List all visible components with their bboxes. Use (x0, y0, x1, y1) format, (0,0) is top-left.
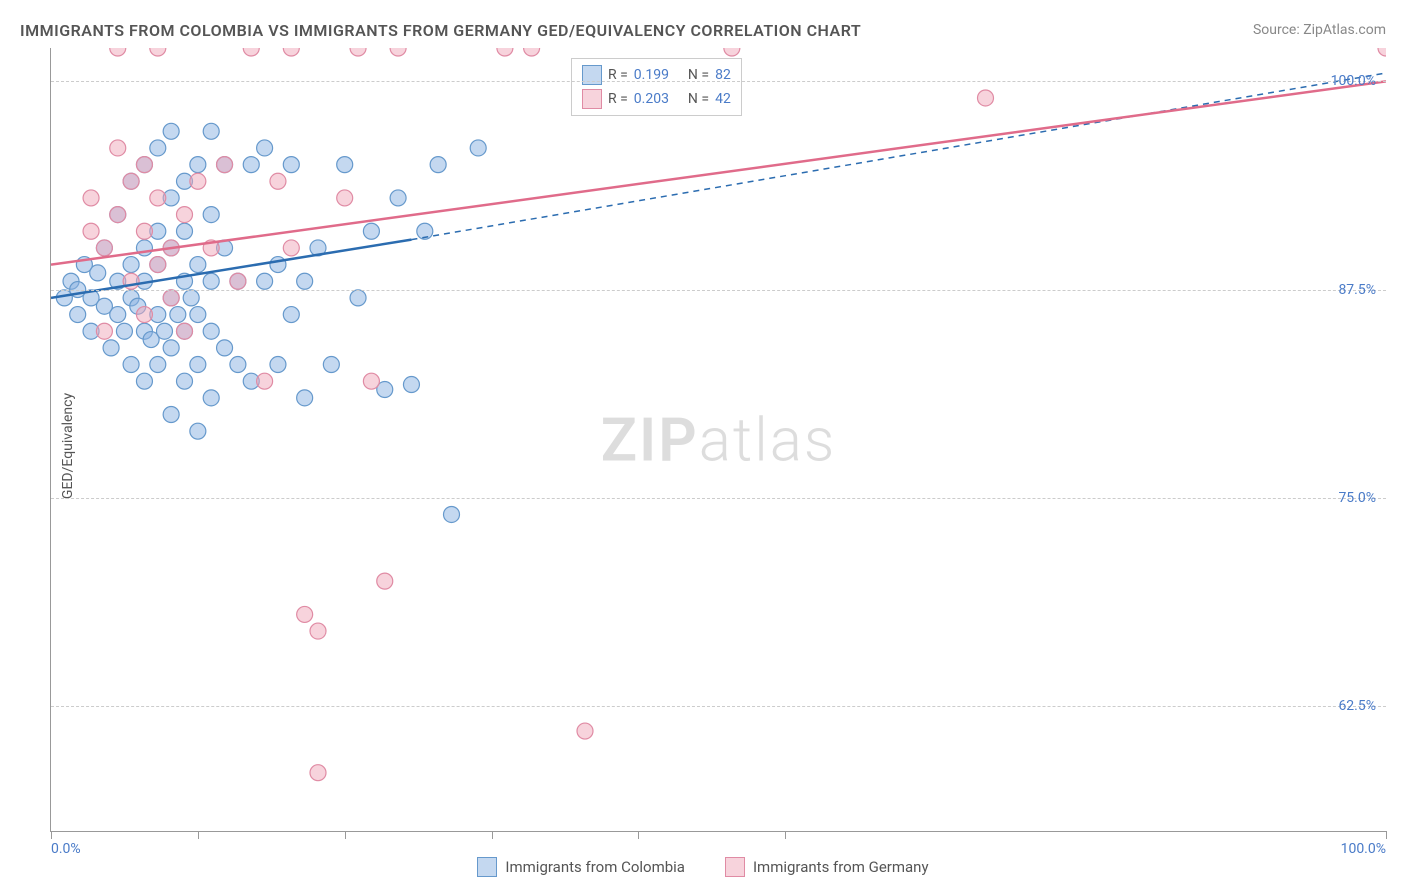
x-tick (492, 831, 493, 839)
y-tick-label: 62.5% (1338, 698, 1376, 714)
x-tick-label: 100.0% (1341, 841, 1386, 857)
n-label: N = (688, 91, 709, 107)
r-value-germany: 0.203 (634, 91, 669, 107)
series-legend: Immigrants from Colombia Immigrants from… (0, 857, 1406, 877)
y-tick-label: 100.0% (1331, 73, 1376, 89)
swatch-germany (582, 89, 602, 109)
source-label: Source: (1253, 22, 1300, 38)
chart-svg (51, 48, 1386, 831)
gridline-h (51, 290, 1386, 291)
swatch-germany-icon (725, 857, 745, 877)
x-tick (1386, 831, 1387, 839)
y-tick-label: 75.0% (1338, 490, 1376, 506)
source-attribution: Source: ZipAtlas.com (1253, 22, 1386, 38)
x-tick (345, 831, 346, 839)
legend-label-germany: Immigrants from Germany (753, 858, 929, 876)
y-tick-label: 87.5% (1338, 282, 1376, 298)
legend-row-colombia: R = 0.199 N = 82 (582, 63, 731, 87)
x-tick (638, 831, 639, 839)
x-tick (785, 831, 786, 839)
r-label: R = (608, 91, 628, 107)
legend-label-colombia: Immigrants from Colombia (505, 858, 685, 876)
legend-item-colombia: Immigrants from Colombia (477, 857, 685, 877)
legend-row-germany: R = 0.203 N = 42 (582, 87, 731, 111)
x-tick (198, 831, 199, 839)
gridline-h (51, 498, 1386, 499)
chart-container: IMMIGRANTS FROM COLOMBIA VS IMMIGRANTS F… (0, 0, 1406, 892)
source-value: ZipAtlas.com (1303, 22, 1386, 38)
gridline-h (51, 81, 1386, 82)
header: IMMIGRANTS FROM COLOMBIA VS IMMIGRANTS F… (0, 0, 1406, 50)
legend-item-germany: Immigrants from Germany (725, 857, 929, 877)
x-tick-label: 0.0% (51, 841, 81, 857)
correlation-legend: R = 0.199 N = 82 R = 0.203 N = 42 (571, 58, 742, 116)
swatch-colombia-icon (477, 857, 497, 877)
gridline-h (51, 706, 1386, 707)
plot-area: R = 0.199 N = 82 R = 0.203 N = 42 ZIPatl… (50, 48, 1386, 832)
n-value-germany: 42 (715, 91, 731, 107)
chart-title: IMMIGRANTS FROM COLOMBIA VS IMMIGRANTS F… (20, 21, 861, 40)
x-tick (51, 831, 52, 839)
